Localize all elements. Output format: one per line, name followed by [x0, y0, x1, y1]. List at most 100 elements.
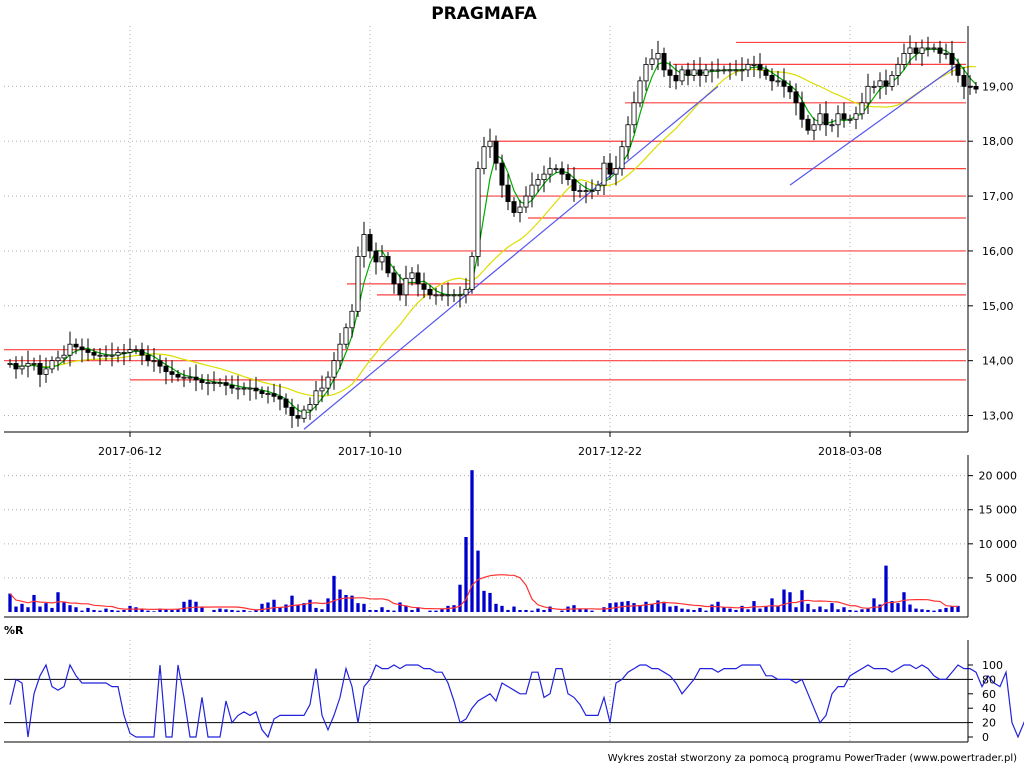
- volume-bar: [848, 609, 852, 612]
- volume-bar: [530, 610, 534, 612]
- candle-body: [385, 256, 391, 274]
- candle-body: [73, 343, 79, 348]
- williams-r-line: [9, 663, 1024, 739]
- volume-bar: [470, 470, 474, 612]
- volume-bar: [20, 603, 24, 612]
- price-tick-label: 19,00: [982, 80, 1014, 93]
- volume-bar: [116, 610, 120, 612]
- volume-tick-label: 5 000: [986, 572, 1018, 585]
- volume-bar: [668, 606, 672, 612]
- candle-body: [871, 85, 877, 88]
- candle-body: [691, 69, 697, 76]
- date-tick-label: 2018-03-08: [818, 445, 882, 458]
- volume-bar: [38, 606, 42, 612]
- candle-body: [307, 404, 313, 411]
- candle-body: [253, 387, 259, 392]
- candle-body: [181, 376, 187, 379]
- candle-body: [343, 327, 349, 345]
- volume-bar: [776, 605, 780, 612]
- wr-tick-label: 20: [982, 717, 996, 730]
- candle-body: [493, 140, 499, 164]
- volume-bar: [602, 607, 606, 612]
- volume-bar: [374, 609, 378, 612]
- volume-bar: [140, 609, 144, 612]
- candle-body: [625, 124, 631, 148]
- volume-bar: [302, 603, 306, 612]
- candle-body: [571, 179, 577, 191]
- volume-bar: [782, 589, 786, 612]
- candle-body: [151, 360, 157, 363]
- volume-bar: [248, 611, 252, 612]
- volume-bar: [278, 607, 282, 612]
- volume-bar: [524, 609, 528, 612]
- volume-bar: [650, 603, 654, 612]
- volume-bar: [902, 592, 906, 612]
- volume-axis: 5 000 10 000 15 000 20 000: [4, 455, 1018, 618]
- candle-body: [373, 250, 379, 263]
- volume-bar: [692, 609, 696, 612]
- volume-bar: [740, 605, 744, 612]
- candle-body: [727, 69, 733, 72]
- volume-bar: [542, 609, 546, 612]
- candle-body: [673, 74, 679, 82]
- candle-body: [817, 113, 823, 126]
- candles: [7, 35, 979, 429]
- volume-bar: [398, 602, 402, 612]
- candle-body: [685, 69, 691, 76]
- candle-body: [223, 382, 229, 386]
- volume-bar: [674, 605, 678, 612]
- price-tick-label: 15,00: [982, 300, 1014, 313]
- candle-body: [277, 395, 283, 400]
- volume-bar: [764, 606, 768, 612]
- volume-bar: [242, 609, 246, 612]
- candle-body: [127, 349, 133, 353]
- candle-body: [421, 283, 427, 290]
- volume-bar: [458, 584, 462, 612]
- volume-bar: [896, 603, 900, 612]
- volume-bar: [806, 603, 810, 612]
- volume-bar: [152, 611, 156, 612]
- trendlines: [303, 63, 959, 430]
- candle-body: [175, 373, 181, 378]
- volume-bar: [878, 604, 882, 612]
- volume-bar: [14, 606, 18, 612]
- candle-body: [925, 47, 931, 50]
- chart-title: PRAGMAFA: [431, 4, 537, 24]
- candle-body: [781, 80, 787, 87]
- trendline: [303, 85, 719, 430]
- volume-bar: [812, 609, 816, 612]
- candle-body: [19, 365, 25, 370]
- volume-bar: [350, 595, 354, 612]
- date-tick-label: 2017-12-22: [578, 445, 642, 458]
- volume-bar: [212, 609, 216, 612]
- candle-body: [619, 146, 625, 170]
- wr-tick-label: 100: [982, 659, 1003, 672]
- candle-body: [757, 64, 763, 71]
- wr-tick-label: 60: [982, 688, 996, 701]
- candle-body: [583, 190, 589, 192]
- candle-body: [559, 168, 565, 175]
- wr-tick-label: 40: [982, 702, 996, 715]
- volume-bar: [86, 607, 90, 612]
- candle-body: [469, 256, 475, 290]
- volume-bar: [860, 609, 864, 612]
- candle-body: [157, 360, 163, 367]
- volume-bar: [926, 609, 930, 612]
- candle-body: [943, 53, 949, 55]
- volume-bar: [98, 610, 102, 612]
- candle-body: [169, 371, 175, 375]
- candle-body: [901, 53, 907, 65]
- volume-bar: [236, 610, 240, 612]
- candle-body: [295, 415, 301, 419]
- candle-body: [889, 74, 895, 87]
- candle-body: [949, 53, 955, 65]
- candle-body: [511, 201, 517, 213]
- candle-body: [475, 168, 481, 257]
- price-grid: [4, 26, 968, 432]
- volume-bar: [158, 608, 162, 612]
- volume-bar: [200, 607, 204, 612]
- candle-body: [637, 80, 643, 104]
- volume-bar: [218, 608, 222, 612]
- volume-bar: [356, 603, 360, 612]
